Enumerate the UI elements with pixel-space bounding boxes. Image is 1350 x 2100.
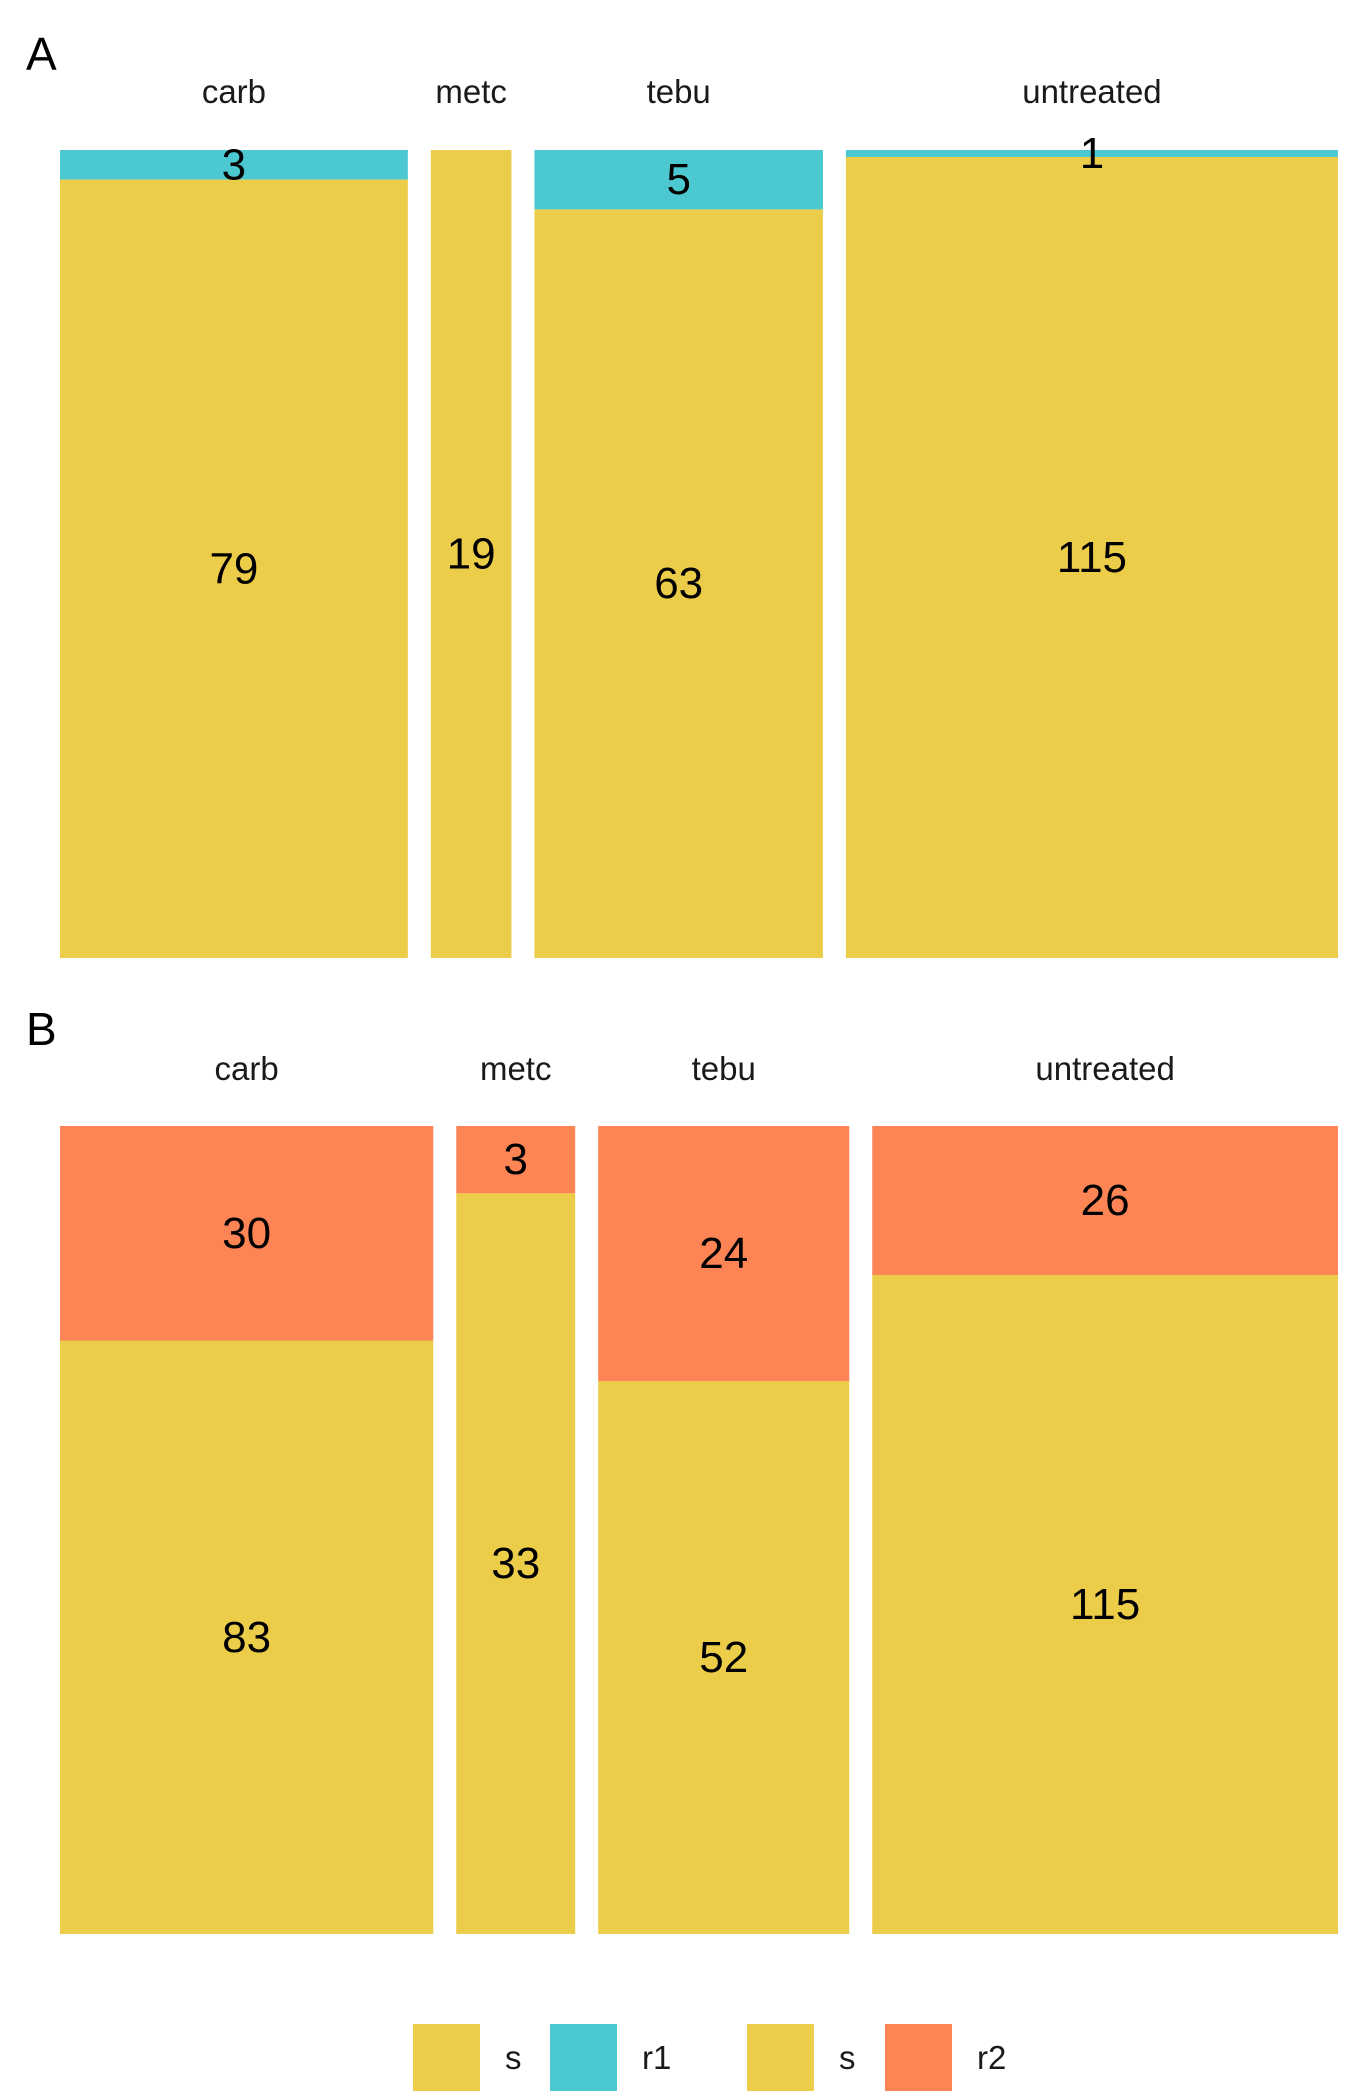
panel-a-bar-carb-s (60, 179, 408, 958)
legend-label-r2: r2 (977, 2039, 1006, 2076)
panel-a-bar-untreated-s (845, 156, 1338, 958)
panel-b-count-carb-r2: 30 (222, 1209, 271, 1258)
legend-label-r1: r1 (642, 2039, 671, 2076)
legend-label-s-2: s (839, 2039, 856, 2076)
panel-b-count-carb-s: 83 (222, 1613, 271, 1662)
legend: s r1 s r2 (413, 2024, 1006, 2091)
panel-a-category-label-untreated: untreated (1022, 73, 1161, 110)
panel-b-bar-carb-s (60, 1340, 434, 1934)
legend-label-s-1: s (505, 2039, 522, 2076)
legend-swatch-r1 (550, 2024, 617, 2091)
panel-a-count-metc-s: 19 (447, 530, 496, 579)
panel-a-count-labels: 3 79 19 5 63 1 115 (209, 129, 1127, 608)
panel-a-category-labels: carb metc tebu untreated (202, 73, 1162, 110)
panel-a-bar-carb-r1 (60, 150, 408, 180)
panel-letter-b: B (26, 1003, 57, 1055)
panel-a-count-tebu-r1: 5 (666, 155, 690, 204)
panel-b-count-tebu-r2: 24 (699, 1229, 748, 1278)
panel-a-bar-tebu-r1 (534, 150, 823, 210)
panel-a-bar-metc-s (430, 150, 512, 958)
panel-b-count-tebu-s: 52 (699, 1633, 748, 1682)
panel-b-count-untreated-s: 115 (1070, 1580, 1140, 1629)
panel-b-count-untreated-r2: 26 (1081, 1176, 1130, 1225)
panel-b-bar-tebu-s (598, 1381, 850, 1934)
legend-swatch-r2 (885, 2024, 952, 2091)
panel-b-category-labels: carb metc tebu untreated (215, 1050, 1175, 1087)
panel-b-bar-carb-r2 (60, 1126, 434, 1341)
panel-a-category-label-carb: carb (202, 73, 266, 110)
panel-b-category-label-carb: carb (215, 1050, 279, 1087)
panel-b-bar-metc-r2 (456, 1126, 576, 1194)
legend-swatch-s-1 (413, 2024, 480, 2091)
panel-a-bar-untreated-r1 (845, 150, 1338, 157)
panel-b-bars (60, 1126, 1338, 1934)
panel-a-bar-tebu-s (534, 209, 823, 959)
panel-b-category-label-tebu: tebu (692, 1050, 756, 1087)
panel-b-bar-untreated-r2 (872, 1126, 1338, 1275)
panel-letter-a: A (26, 28, 57, 80)
panel-a-category-label-tebu: tebu (647, 73, 711, 110)
panel-b-bar-metc-s (456, 1193, 576, 1934)
panel-b-category-label-untreated: untreated (1035, 1050, 1174, 1087)
panel-a-count-untreated-s: 115 (1057, 533, 1127, 582)
panel-b-category-label-metc: metc (480, 1050, 552, 1087)
panel-a-count-untreated-r1: 1 (1080, 129, 1104, 178)
legend-swatch-s-2 (747, 2024, 814, 2091)
panel-b-count-metc-s: 33 (491, 1539, 540, 1588)
panel-b-count-metc-r2: 3 (503, 1135, 527, 1184)
panel-a-count-tebu-s: 63 (654, 559, 703, 608)
panel-a: A carb metc tebu untreated 3 79 19 5 63 1 115 (26, 28, 1338, 959)
panel-a-bars (60, 150, 1338, 959)
panel-b-bar-tebu-r2 (598, 1126, 850, 1382)
panel-a-count-carb-s: 79 (209, 544, 258, 593)
panel-a-category-label-metc: metc (435, 73, 507, 110)
panel-b-bar-untreated-s (872, 1274, 1338, 1934)
panel-a-count-carb-r1: 3 (222, 140, 246, 189)
